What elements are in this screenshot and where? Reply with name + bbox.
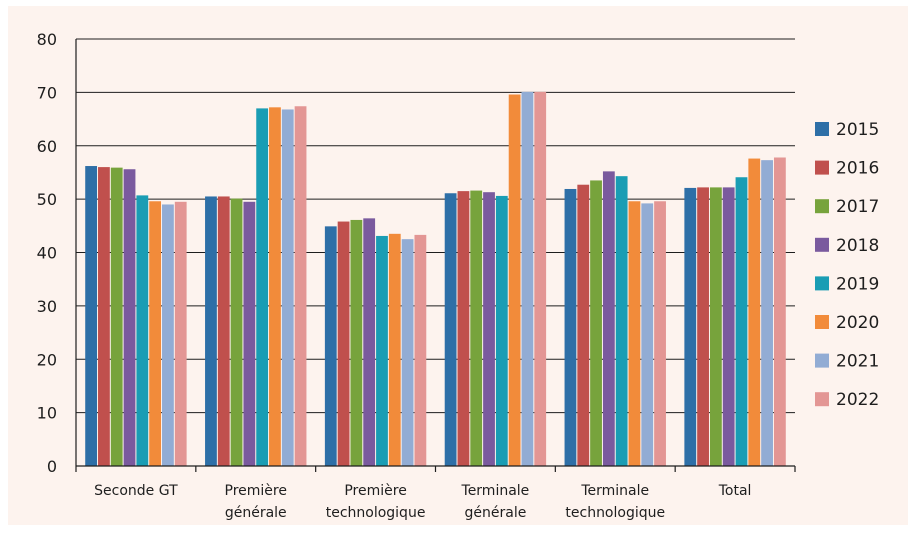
bar-2018-5: [722, 187, 735, 466]
bar-2018-3: [483, 192, 495, 466]
bar-2016-1: [217, 196, 230, 466]
bar-2020-4: [628, 201, 641, 466]
bar-2017-2: [350, 219, 363, 466]
y-tick-label: 0: [47, 457, 57, 476]
y-tick-label: 70: [37, 83, 57, 102]
axes: [75, 39, 796, 472]
x-tick-label: Seconde GT: [94, 483, 178, 499]
bar-2022-0: [174, 201, 187, 467]
bar-2022-3: [534, 91, 547, 466]
legend-swatch-2020: [815, 315, 829, 329]
legend-label-2016: 2016: [836, 159, 879, 179]
bar-2018-1: [243, 201, 256, 467]
bar-2021-2: [401, 239, 414, 466]
legend-label-2020: 2020: [836, 313, 879, 333]
legend-swatch-2021: [815, 353, 829, 368]
legend: 2015 2016 2017 2018 2019 2020 2021 2022: [815, 120, 879, 410]
bar-2018-4: [602, 171, 615, 466]
legend-swatch-2017: [815, 199, 829, 214]
bar-2021-5: [761, 160, 773, 466]
x-tick-label: Total: [718, 483, 752, 499]
y-tick-label: 80: [37, 30, 57, 49]
x-tick-label: technologique: [326, 505, 426, 521]
y-tick-label: 60: [37, 137, 57, 156]
legend-label-2022: 2022: [836, 390, 879, 410]
bar-2019-2: [376, 235, 388, 466]
bar-2021-0: [162, 204, 174, 466]
legend-swatch-2018: [815, 237, 829, 252]
legend-label-2021: 2021: [836, 352, 879, 372]
bar-2018-0: [123, 169, 136, 467]
bar-2018-2: [363, 218, 376, 466]
bar-2020-1: [269, 107, 281, 466]
bar-2015-5: [684, 187, 697, 467]
bar-2019-4: [615, 176, 628, 467]
bar-2017-3: [470, 190, 483, 466]
x-axis-tick-labels: Seconde GT Première générale Première techno…: [94, 483, 751, 521]
gridlines: [76, 38, 795, 414]
bar-2021-4: [641, 203, 654, 466]
bar-2015-0: [85, 166, 98, 466]
bar-2017-4: [590, 180, 602, 466]
x-tick-label: Première: [225, 483, 287, 499]
y-tick-label: 40: [37, 244, 57, 263]
x-tick-label: Première: [344, 483, 406, 499]
x-tick-label: Terminale: [580, 483, 649, 499]
legend-swatch-2022: [815, 392, 829, 407]
bar-2022-1: [294, 106, 307, 466]
bars: [85, 91, 786, 467]
legend-swatch-2016: [815, 160, 829, 175]
bar-2016-3: [457, 191, 470, 466]
x-tick-label: Terminale: [461, 483, 530, 499]
bar-2019-1: [256, 108, 269, 466]
legend-label-2015: 2015: [836, 120, 879, 140]
y-tick-label: 30: [37, 297, 57, 316]
y-tick-label: 50: [37, 190, 57, 209]
bar-2021-3: [521, 91, 534, 466]
bar-2017-0: [110, 167, 123, 466]
bar-2022-5: [773, 157, 786, 467]
x-tick-label: générale: [465, 505, 527, 521]
bar-2020-2: [388, 233, 401, 466]
bar-2015-2: [324, 226, 337, 466]
legend-swatch-2019: [815, 276, 829, 291]
bar-2016-2: [337, 221, 350, 466]
bar-2015-4: [564, 188, 577, 467]
bar-2022-4: [654, 201, 666, 466]
bar-2022-2: [414, 234, 427, 466]
legend-label-2018: 2018: [836, 236, 879, 256]
bar-2016-0: [98, 167, 110, 466]
y-axis-tick-labels: 0 10 20 30 40 50 60 70 80: [37, 30, 57, 476]
bar-2019-0: [136, 195, 149, 466]
legend-label-2017: 2017: [836, 197, 879, 217]
bar-2015-3: [444, 193, 457, 466]
legend-label-2019: 2019: [836, 274, 879, 294]
bar-2017-5: [709, 187, 722, 466]
y-tick-label: 20: [37, 350, 57, 369]
bar-2019-3: [495, 195, 508, 467]
bar-2020-0: [149, 201, 162, 466]
legend-swatch-2015: [815, 122, 829, 136]
bar-2021-1: [281, 109, 294, 467]
bar-2016-4: [577, 184, 590, 466]
bar-2020-3: [508, 94, 521, 466]
x-tick-label: générale: [225, 505, 287, 521]
x-tick-label: technologique: [565, 505, 665, 521]
bar-2020-5: [748, 158, 761, 466]
bar-2016-5: [697, 187, 709, 466]
y-tick-label: 10: [37, 404, 57, 423]
bar-2015-1: [205, 196, 217, 466]
bar-2017-1: [230, 198, 243, 466]
bar-2019-5: [735, 177, 748, 467]
